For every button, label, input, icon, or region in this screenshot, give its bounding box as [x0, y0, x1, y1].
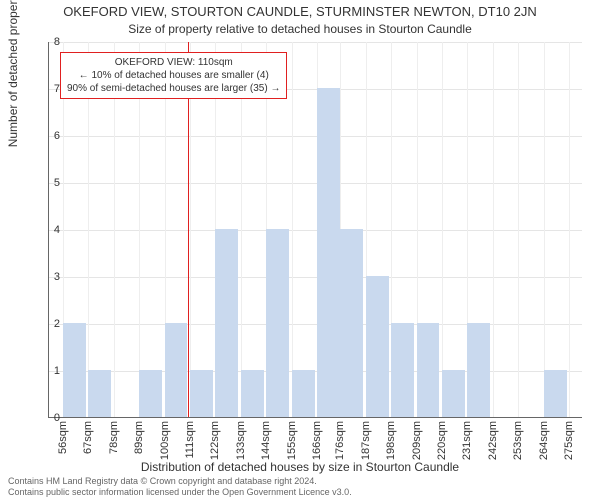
x-tick-label: 89sqm [133, 421, 145, 454]
y-axis-label: Number of detached properties [6, 0, 20, 147]
histogram-bar [165, 323, 188, 417]
histogram-bar [391, 323, 414, 417]
y-tick-label: 3 [40, 271, 60, 283]
annotation-line-2: ← 10% of detached houses are smaller (4) [67, 69, 280, 82]
gridline-v [518, 42, 519, 417]
annotation-line-1: OKEFORD VIEW: 110sqm [67, 56, 280, 69]
y-tick-label: 4 [40, 224, 60, 236]
gridline-v [569, 42, 570, 417]
x-tick-label: 253sqm [512, 421, 524, 460]
x-tick-label: 122sqm [209, 421, 221, 460]
x-tick-label: 144sqm [260, 421, 272, 460]
histogram-bar [139, 370, 162, 417]
histogram-bar [467, 323, 490, 417]
gridline-v [493, 42, 494, 417]
histogram-bar [88, 370, 111, 417]
gridline-v [544, 42, 545, 417]
x-tick-label: 198sqm [385, 421, 397, 460]
chart-title-main: OKEFORD VIEW, STOURTON CAUNDLE, STURMINS… [0, 4, 600, 19]
chart-title-sub: Size of property relative to detached ho… [0, 22, 600, 36]
histogram-bar [417, 323, 440, 417]
footer-line-2: Contains public sector information licen… [8, 487, 352, 498]
gridline-h [49, 371, 582, 372]
x-tick-label: 100sqm [159, 421, 171, 460]
x-tick-label: 56sqm [57, 421, 69, 454]
y-tick-label: 7 [40, 83, 60, 95]
histogram-bar [241, 370, 264, 417]
gridline-h [49, 230, 582, 231]
annotation-line-3: 90% of semi-detached houses are larger (… [67, 82, 280, 95]
x-tick-label: 67sqm [82, 421, 94, 454]
gridline-v [442, 42, 443, 417]
gridline-h [49, 42, 582, 43]
y-tick-label: 8 [40, 36, 60, 48]
x-tick-label: 264sqm [538, 421, 550, 460]
x-tick-label: 242sqm [487, 421, 499, 460]
histogram-bar [215, 229, 238, 417]
histogram-bar [63, 323, 86, 417]
x-tick-label: 166sqm [311, 421, 323, 460]
y-tick-label: 0 [40, 412, 60, 424]
gridline-h [49, 136, 582, 137]
gridline-h [49, 324, 582, 325]
histogram-bar [266, 229, 289, 417]
y-tick-label: 1 [40, 365, 60, 377]
x-tick-label: 111sqm [184, 421, 196, 459]
chart-container: OKEFORD VIEW, STOURTON CAUNDLE, STURMINS… [0, 0, 600, 500]
histogram-bar [544, 370, 567, 417]
histogram-bar [190, 370, 213, 417]
x-tick-label: 187sqm [360, 421, 372, 460]
x-tick-label: 133sqm [235, 421, 247, 460]
footer-attribution: Contains HM Land Registry data © Crown c… [8, 476, 352, 498]
y-tick-label: 5 [40, 177, 60, 189]
x-tick-label: 78sqm [108, 421, 120, 454]
x-tick-label: 275sqm [563, 421, 575, 460]
x-tick-label: 155sqm [286, 421, 298, 460]
x-tick-label: 176sqm [334, 421, 346, 460]
histogram-bar [366, 276, 389, 417]
y-tick-label: 6 [40, 130, 60, 142]
gridline-h [49, 183, 582, 184]
y-tick-label: 2 [40, 318, 60, 330]
histogram-bar [317, 88, 340, 417]
reference-annotation-box: OKEFORD VIEW: 110sqm ← 10% of detached h… [60, 52, 287, 99]
footer-line-1: Contains HM Land Registry data © Crown c… [8, 476, 352, 487]
gridline-h [49, 277, 582, 278]
x-tick-label: 231sqm [461, 421, 473, 460]
histogram-bar [442, 370, 465, 417]
x-tick-label: 209sqm [411, 421, 423, 460]
histogram-bar [292, 370, 315, 417]
gridline-v [292, 42, 293, 417]
x-tick-label: 220sqm [436, 421, 448, 460]
x-axis-label: Distribution of detached houses by size … [0, 460, 600, 474]
histogram-bar [340, 229, 363, 417]
